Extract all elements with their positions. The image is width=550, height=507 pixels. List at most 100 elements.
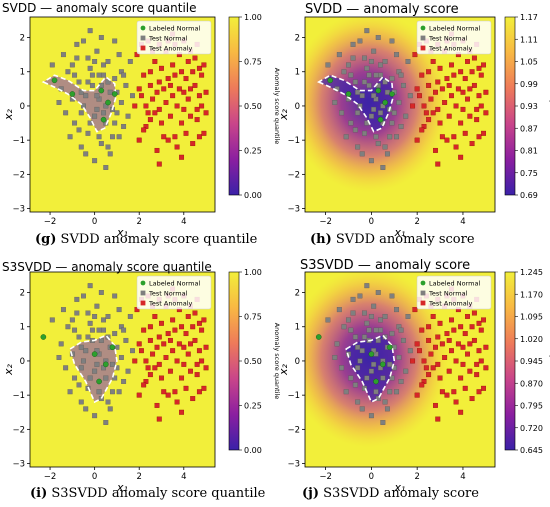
test-anomaly-point bbox=[467, 113, 473, 119]
test-normal-point bbox=[373, 327, 379, 333]
test-anomaly-point bbox=[179, 154, 185, 160]
test-normal-point bbox=[387, 389, 393, 395]
labeled-normal-point bbox=[375, 87, 382, 94]
test-anomaly-point bbox=[478, 103, 484, 109]
test-anomaly-point bbox=[460, 106, 466, 112]
legend-marker-labeled-normal bbox=[140, 25, 146, 31]
test-anomaly-point bbox=[439, 86, 445, 92]
test-normal-point bbox=[368, 59, 374, 64]
test-normal-point bbox=[101, 317, 107, 323]
test-anomaly-point bbox=[192, 310, 198, 316]
test-normal-point bbox=[76, 334, 82, 340]
test-normal-point bbox=[85, 79, 91, 85]
test-normal-point bbox=[110, 134, 115, 140]
legend-label: Test Normal bbox=[148, 290, 188, 298]
test-normal-point bbox=[341, 324, 347, 330]
test-anomaly-point bbox=[141, 327, 147, 333]
test-normal-point bbox=[101, 62, 107, 68]
test-normal-point bbox=[94, 361, 100, 367]
test-normal-point bbox=[87, 375, 93, 381]
test-anomaly-point bbox=[159, 320, 164, 326]
test-normal-point bbox=[130, 93, 135, 99]
test-normal-point bbox=[116, 134, 122, 140]
labeled-normal-point bbox=[96, 378, 102, 385]
test-normal-point bbox=[63, 365, 69, 371]
test-anomaly-point bbox=[469, 69, 475, 75]
test-anomaly-point bbox=[417, 348, 422, 354]
test-normal-point bbox=[74, 310, 80, 316]
test-anomaly-point bbox=[426, 69, 432, 75]
test-normal-point bbox=[103, 420, 109, 425]
test-normal-point bbox=[378, 110, 383, 116]
test-normal-point bbox=[368, 158, 374, 164]
test-anomaly-point bbox=[442, 355, 448, 360]
test-anomaly-point bbox=[181, 344, 187, 350]
test-anomaly-point bbox=[185, 96, 191, 102]
test-anomaly-point bbox=[170, 62, 176, 68]
test-anomaly-point bbox=[458, 120, 464, 126]
test-normal-point bbox=[400, 337, 406, 343]
test-normal-point bbox=[101, 327, 107, 333]
test-normal-point bbox=[364, 375, 370, 381]
test-anomaly-point bbox=[165, 76, 171, 82]
colorbar-tick-label: 0.00 bbox=[244, 446, 262, 455]
test-normal-point bbox=[121, 72, 127, 78]
x-tick-label: 2 bbox=[414, 472, 419, 482]
test-normal-point bbox=[391, 110, 397, 116]
labeled-normal-point bbox=[315, 334, 322, 340]
test-anomaly-point bbox=[435, 106, 441, 112]
labeled-normal-point bbox=[51, 77, 58, 84]
test-anomaly-point bbox=[190, 69, 196, 75]
test-anomaly-point bbox=[465, 314, 470, 319]
test-anomaly-point bbox=[481, 385, 487, 391]
test-normal-point bbox=[96, 389, 102, 395]
test-normal-point bbox=[83, 406, 89, 412]
test-normal-point bbox=[76, 79, 82, 85]
test-anomaly-point bbox=[138, 348, 144, 354]
test-normal-point bbox=[334, 341, 340, 347]
test-anomaly-point bbox=[136, 392, 142, 398]
test-normal-point bbox=[107, 151, 113, 157]
test-normal-point bbox=[78, 344, 84, 350]
y-tick-label: −3 bbox=[287, 460, 300, 470]
test-normal-point bbox=[112, 76, 118, 82]
test-normal-point bbox=[125, 113, 131, 119]
test-normal-point bbox=[103, 375, 109, 381]
normal-region bbox=[346, 335, 395, 402]
test-anomaly-point bbox=[174, 358, 180, 364]
y-tick-label: 2 bbox=[20, 34, 25, 44]
colorbar-tick-label: 1.17 bbox=[520, 13, 538, 22]
test-normal-point bbox=[78, 365, 84, 371]
test-normal-point bbox=[396, 355, 402, 360]
test-normal-point bbox=[357, 358, 363, 364]
decision-boundary bbox=[41, 74, 117, 133]
test-anomaly-point bbox=[152, 314, 158, 319]
test-normal-point bbox=[366, 327, 372, 333]
colorbar-tick-label: 0.720 bbox=[520, 424, 543, 433]
test-anomaly-point bbox=[460, 344, 466, 350]
caption-j: (j) S3SVDD anomaly score bbox=[302, 486, 479, 501]
test-anomaly-point bbox=[196, 348, 202, 354]
test-anomaly-point bbox=[474, 361, 480, 367]
test-normal-point bbox=[92, 113, 98, 119]
test-normal-point bbox=[378, 62, 383, 68]
test-anomaly-point bbox=[136, 86, 142, 92]
test-anomaly-point bbox=[458, 409, 464, 415]
y-tick-label: −1 bbox=[12, 391, 25, 401]
test-normal-point bbox=[362, 334, 367, 340]
y-tick-label: 1 bbox=[20, 323, 25, 333]
test-normal-point bbox=[357, 293, 363, 299]
test-anomaly-point bbox=[138, 93, 144, 99]
legend-label: Test Anomaly bbox=[428, 300, 473, 308]
axes-frame bbox=[29, 271, 216, 468]
test-normal-point bbox=[98, 290, 104, 295]
test-normal-point bbox=[407, 348, 413, 354]
test-anomaly-point bbox=[170, 317, 176, 323]
test-normal-point bbox=[92, 314, 98, 319]
test-anomaly-point bbox=[161, 134, 167, 140]
colorbar-tick-label: 1.00 bbox=[244, 268, 262, 277]
test-anomaly-point bbox=[147, 69, 153, 75]
test-normal-point bbox=[343, 389, 349, 395]
test-anomaly-point bbox=[147, 324, 153, 330]
test-normal-point bbox=[394, 52, 400, 58]
